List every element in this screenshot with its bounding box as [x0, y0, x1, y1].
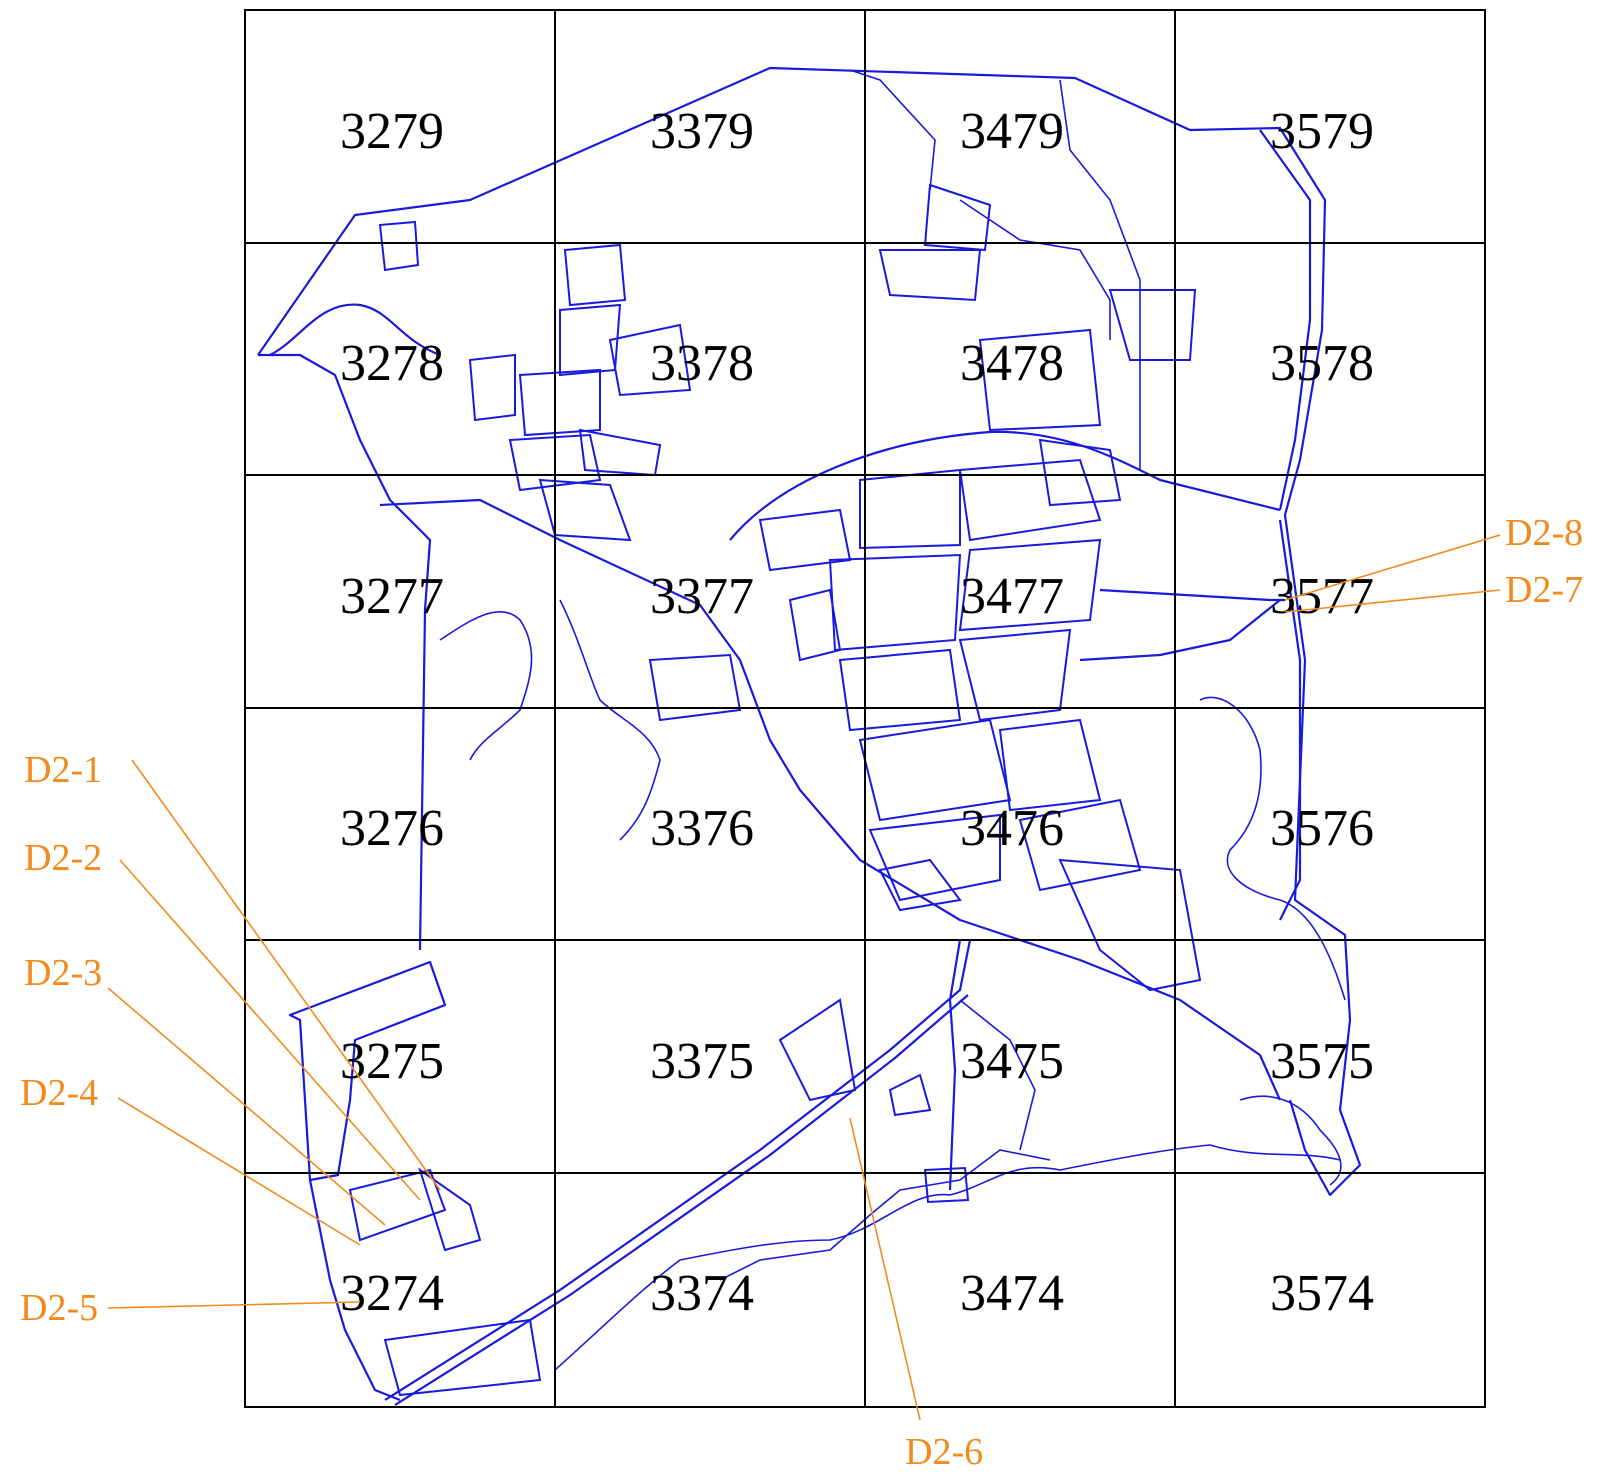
outer-boundary-road: [257, 66, 1362, 1197]
sheet-label: 3578: [1270, 335, 1374, 392]
south-central-lot: [888, 1073, 932, 1117]
callout-leader-d2-5: [107, 1301, 361, 1309]
southwest-lot-1: [348, 1168, 447, 1242]
sheet-grid: [244, 9, 1486, 1408]
south-central-road: [948, 939, 962, 1191]
callout-label-d2-1: D2-1: [24, 749, 102, 791]
callout-label-d2-5: D2-5: [20, 1287, 98, 1329]
callout-label-d2-8: D2-8: [1505, 512, 1583, 554]
main-arterial-ew: [379, 498, 1282, 1101]
southwest-lot-3: [383, 1318, 542, 1397]
sheet-label: 3374: [650, 1265, 754, 1322]
south-coastline-inner: [719, 1149, 1051, 1281]
sheet-label: 3379: [650, 103, 754, 160]
east-spur-south: [1278, 519, 1302, 921]
sheet-label: 3475: [960, 1033, 1064, 1090]
sheet-label: 3478: [960, 335, 1064, 392]
sheet-label: 3476: [960, 800, 1064, 857]
callout-leader-d2-8: [1284, 534, 1501, 601]
sheet-label: 3275: [340, 1033, 444, 1090]
northern-arterial: [729, 430, 1281, 541]
sheet-label: 3479: [960, 103, 1064, 160]
sheet-label: 3574: [1270, 1265, 1374, 1322]
sheet-label: 3375: [650, 1033, 754, 1090]
southeast-coastline: [1239, 1095, 1342, 1186]
central-wetland: [559, 599, 661, 841]
sheet-label: 3377: [650, 568, 754, 625]
south-coastline: [554, 1144, 1341, 1371]
central-blocks: [648, 438, 1202, 992]
callout-label-d2-7: D2-7: [1505, 569, 1583, 611]
northwest-loop: [269, 303, 441, 357]
callout-leader-d2-3: [107, 987, 386, 1226]
west-wetland: [439, 610, 533, 761]
callout-leader-d2-6: [849, 1117, 921, 1421]
sheet-label: 3278: [340, 335, 444, 392]
west-reclamation: [288, 960, 447, 1182]
road-network: [257, 66, 1362, 1406]
southwest-pier: [308, 1179, 401, 1402]
east-spur-north: [1259, 129, 1312, 511]
sheet-label: 3474: [960, 1265, 1064, 1322]
southern-expressway: [384, 939, 972, 1401]
sheet-label: 3576: [1270, 800, 1374, 857]
east-coastline: [1199, 696, 1346, 1001]
callout-label-d2-2: D2-2: [24, 837, 102, 879]
callouts: D2-1 D2-2 D2-3 D2-4 D2-5 D2-6 D2-7 D2-8: [20, 512, 1583, 1473]
callout-leader-d2-1: [131, 759, 441, 1191]
sheet-label: 3276: [340, 800, 444, 857]
southern-expressway-edge: [394, 994, 969, 1406]
sheet-label: 3477: [960, 568, 1064, 625]
callout-label-d2-3: D2-3: [24, 952, 102, 994]
center-south-lot: [778, 998, 857, 1102]
sheet-label: 3378: [650, 335, 754, 392]
callout-leader-d2-2: [119, 859, 421, 1201]
south-pier-lot: [923, 1166, 970, 1204]
sheet-label: 3577: [1270, 568, 1374, 625]
eastern-connector: [1099, 588, 1285, 602]
callout-leader-d2-4: [117, 1097, 361, 1246]
sheet-labels: 3279 3379 3479 3579 3278 3378 3478 3578 …: [340, 103, 1374, 1322]
west-coast-road: [258, 353, 432, 951]
sheet-label: 3279: [340, 103, 444, 160]
callout-label-d2-6: D2-6: [905, 1431, 983, 1473]
callout-leader-d2-7: [1284, 589, 1501, 613]
sheet-label: 3575: [1270, 1033, 1374, 1090]
north-blocks: [849, 69, 1197, 470]
sheet-label: 3579: [1270, 103, 1374, 160]
southwest-lot-2: [418, 1167, 482, 1252]
sheet-label: 3274: [340, 1265, 444, 1322]
east-curve-road: [1079, 599, 1281, 662]
callout-label-d2-4: D2-4: [20, 1072, 98, 1114]
south-central-coast: [959, 999, 1036, 1151]
sheet-label: 3376: [650, 800, 754, 857]
sheet-label: 3277: [340, 568, 444, 625]
